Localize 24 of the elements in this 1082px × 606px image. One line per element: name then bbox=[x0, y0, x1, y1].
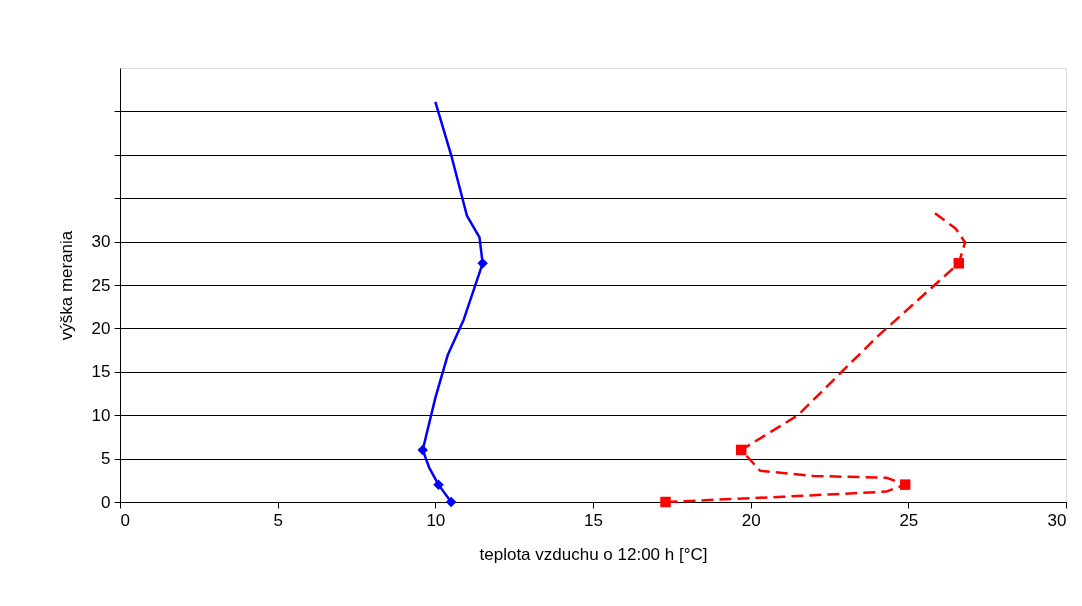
y-axis-title: výška merania bbox=[56, 230, 76, 341]
point bbox=[417, 444, 428, 456]
x-axis-title: teplota vzduchu o 12:00 h [°C] bbox=[479, 544, 708, 564]
point bbox=[899, 479, 911, 490]
y-tick-label: 20 bbox=[91, 318, 111, 338]
point bbox=[433, 479, 444, 490]
x-tick-label: 0 bbox=[120, 510, 130, 530]
x-tick-label: 25 bbox=[899, 510, 919, 530]
x-tick-label: 5 bbox=[273, 510, 283, 530]
point bbox=[735, 444, 747, 456]
y-tick-label: 25 bbox=[91, 275, 111, 295]
x-tick-label: 10 bbox=[426, 510, 446, 530]
y-tick-label: 0 bbox=[101, 492, 111, 512]
y-tick-label: 15 bbox=[91, 362, 111, 382]
point bbox=[953, 258, 965, 269]
point bbox=[445, 496, 457, 508]
point bbox=[477, 258, 488, 269]
x-tick-label: 15 bbox=[584, 510, 603, 530]
y-tick-label: 10 bbox=[91, 405, 111, 425]
x-tick-label: 20 bbox=[741, 510, 761, 530]
x-tick-label: 30 bbox=[1047, 510, 1067, 530]
y-tick-label: 5 bbox=[101, 449, 111, 469]
y-tick-label: 30 bbox=[91, 232, 111, 252]
point bbox=[660, 496, 671, 508]
